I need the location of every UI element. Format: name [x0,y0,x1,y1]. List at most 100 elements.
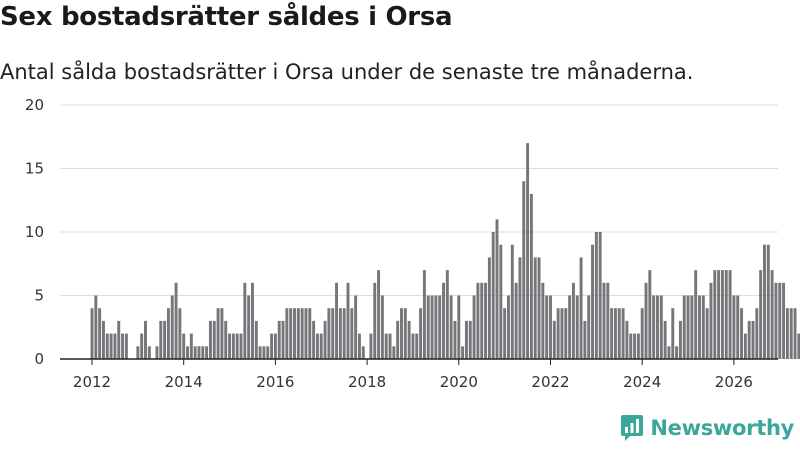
bar [766,244,770,359]
bar [144,320,147,359]
bar [675,346,679,359]
bar [480,282,484,359]
bar [522,181,526,359]
bar [472,295,476,359]
bar [117,320,121,359]
brand-logo: Newsworthy [620,414,794,442]
bar [124,333,128,359]
bar [182,333,186,359]
bar [163,320,167,359]
bar [212,320,216,359]
bar [793,308,797,359]
bar [289,308,293,359]
bar [564,308,568,359]
bar [293,308,296,359]
bar [312,320,316,359]
x-tick-label: 2016 [256,373,294,391]
bar [541,282,545,359]
x-tick-label: 2022 [531,373,569,391]
bar [449,295,453,359]
bar [392,346,396,359]
bar [258,346,262,359]
bar [518,257,522,359]
bar [251,282,254,359]
bar [545,295,549,359]
bar [606,282,610,359]
bar [419,308,423,359]
bar [357,333,361,359]
bar [315,333,319,359]
bar [216,308,220,359]
x-tick-label: 2026 [715,373,753,391]
bar [277,320,281,359]
bar [571,282,575,359]
bar [755,308,759,359]
bar [747,320,751,359]
bar [380,295,384,359]
bar [445,270,449,359]
bar [224,320,228,359]
bar [396,320,400,359]
bar [342,308,346,359]
bar [602,282,606,359]
bar [403,308,407,359]
bar [273,333,277,359]
bar [785,308,789,359]
bar [770,270,774,359]
bar [350,308,354,359]
bar [98,308,102,359]
bar [354,295,358,359]
bar [220,308,224,359]
bar [468,320,472,359]
bar [503,308,507,359]
bar [701,295,705,359]
bar [617,308,621,359]
bar [323,320,327,359]
bar [556,308,560,359]
bar [648,270,652,359]
bar [594,232,598,359]
bar [407,320,411,359]
bar [90,308,94,359]
chart-subtitle: Antal sålda bostadsrätter i Orsa under d… [0,60,694,84]
bar [568,295,572,359]
bar [763,244,766,359]
bar [484,282,488,359]
bar [537,257,541,359]
y-tick-label: 10 [25,223,44,241]
bar [411,333,415,359]
bar [228,333,232,359]
bar [652,295,656,359]
bar [656,295,659,359]
bar [736,295,740,359]
bar [262,346,266,359]
bar [243,282,247,359]
bar [155,346,159,359]
bar [671,308,675,359]
x-tick-label: 2012 [73,373,111,391]
bar [583,320,587,359]
bar [690,295,694,359]
bar [430,295,434,359]
bar [300,308,304,359]
bar [186,346,189,359]
bar [453,320,457,359]
bar [113,333,117,359]
bar [709,282,713,359]
bar [201,346,205,359]
bar [338,308,342,359]
bar [579,257,583,359]
y-tick-label: 0 [34,350,44,368]
x-tick-label: 2018 [348,373,386,391]
bar [319,333,323,359]
x-tick-label: 2020 [440,373,478,391]
bar [270,333,274,359]
bar [346,282,350,359]
bar [102,320,105,359]
bar [587,295,591,359]
bar [510,244,514,359]
bar [254,320,258,359]
bar [464,320,468,359]
bar [613,308,617,359]
bar [159,320,163,359]
